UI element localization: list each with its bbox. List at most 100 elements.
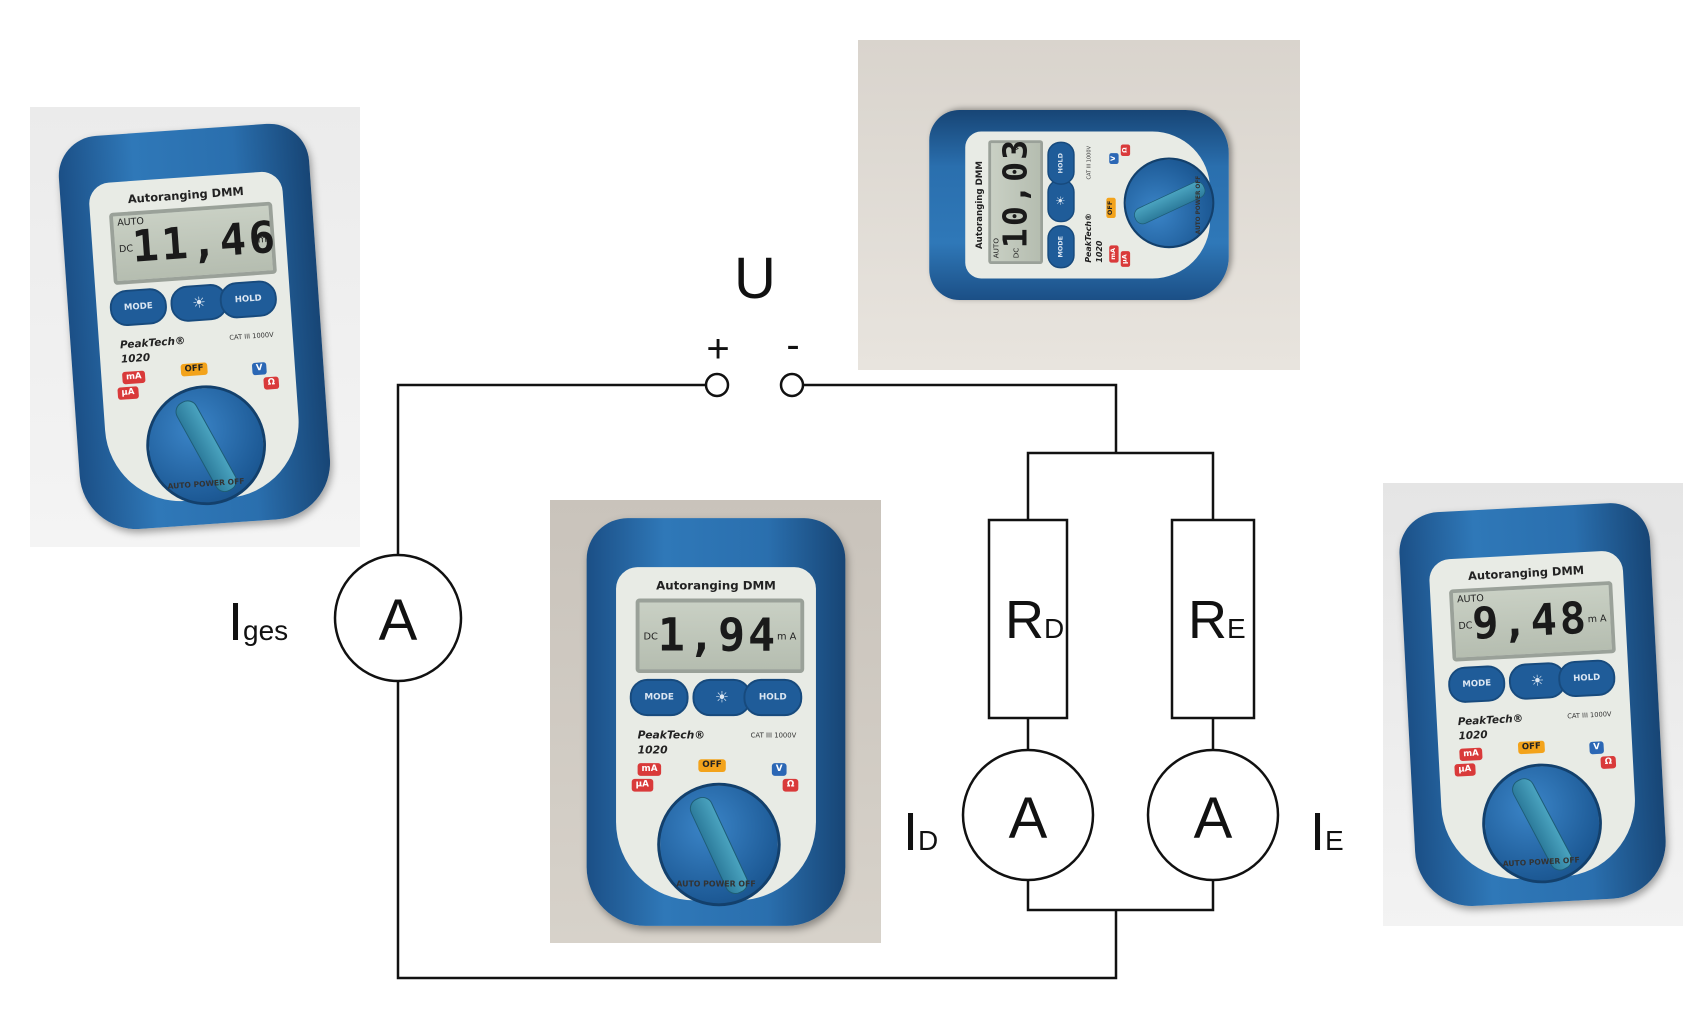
wire-left-top <box>396 383 707 555</box>
badge-off: OFF <box>1517 740 1545 754</box>
meter-face: Autoranging DMM AUTO DC 9,48 m A MODE ☀ … <box>1428 549 1639 886</box>
badge-ma: mA <box>1459 747 1483 761</box>
meter-maker: PeakTech® <box>1084 213 1094 263</box>
meter-model-number: 1020 <box>120 351 151 366</box>
badge-ma: mA <box>637 762 661 776</box>
meter-maker: PeakTech® <box>1457 711 1524 728</box>
lcd-display: AUTO DC 9,48 m A <box>1448 580 1616 662</box>
badge-off: OFF <box>180 362 208 377</box>
badge-off: OFF <box>697 758 726 772</box>
badge-ohm: Ω <box>1120 144 1131 156</box>
badge-off: OFF <box>1106 197 1116 218</box>
hold-button: HOLD <box>1557 658 1617 698</box>
resistor-d-label: RD <box>1005 590 1064 650</box>
meter-model-number: 1020 <box>1094 240 1105 263</box>
mode-button: MODE <box>1447 664 1507 704</box>
mode-button: MODE <box>108 287 169 328</box>
lcd-value: 10,03 <box>995 137 1035 249</box>
meter-body: Autoranging DMM AUTO DC 10,03 V MODE ☀ H… <box>929 109 1229 301</box>
meter-face: Autoranging DMM AUTO DC 10,03 V MODE ☀ H… <box>965 131 1215 279</box>
badge-ua: µA <box>631 778 653 792</box>
auto-power-off-label: AUTO POWER OFF <box>1194 175 1202 235</box>
meter-model: PeakTech® 1020 <box>1083 213 1105 263</box>
meter-model-number: 1020 <box>637 743 668 756</box>
terminal-plus <box>704 372 730 398</box>
badge-ohm: Ω <box>782 778 798 792</box>
badge-v: V <box>1589 740 1605 754</box>
badge-ma: mA <box>121 370 146 385</box>
lcd-unit: V <box>1012 145 1021 151</box>
lcd-unit: m A <box>1587 613 1607 625</box>
photo-branch-d-meter: Autoranging DMM DC 1,94 m A MODE ☀ HOLD … <box>550 500 881 943</box>
badge-v: V <box>1109 153 1119 164</box>
lcd-mode: DC <box>1012 247 1021 259</box>
light-button: ☀ <box>1047 179 1075 223</box>
meter-body: Autoranging DMM AUTO DC 11,46 m MODE ☀ H… <box>56 121 334 533</box>
meter-rating: CAT III 1000V <box>1567 709 1612 720</box>
total-current-meter: Autoranging DMM AUTO DC 11,46 m MODE ☀ H… <box>38 109 351 546</box>
meter-model-number: 1020 <box>1458 727 1488 742</box>
badge-ua: µA <box>117 386 139 400</box>
current-e-sub: E <box>1325 825 1344 856</box>
current-d-sub: D <box>918 825 938 856</box>
badge-ohm: Ω <box>1600 755 1617 769</box>
meter-brand: Autoranging DMM <box>973 161 984 250</box>
meter-face: Autoranging DMM DC 1,94 m A MODE ☀ HOLD … <box>615 566 816 906</box>
lcd-display: AUTO DC 11,46 m <box>108 201 280 286</box>
badge-ma: mA <box>1109 245 1119 263</box>
ammeter-e <box>1146 748 1280 882</box>
mode-button: MODE <box>1047 225 1075 269</box>
badge-ua: µA <box>1120 251 1131 267</box>
resistor-e-main: R <box>1188 590 1227 650</box>
lcd-mode: DC <box>1458 620 1473 632</box>
meter-brand: Autoranging DMM <box>655 578 776 593</box>
button-row: MODE ☀ HOLD <box>629 678 802 716</box>
wire-left-bottom <box>396 681 1118 980</box>
wire-branch-top <box>1026 451 1215 520</box>
lcd-value: 11,46 <box>130 210 280 273</box>
hold-button: HOLD <box>218 279 278 320</box>
ammeter-d <box>961 748 1095 882</box>
current-total-main: I <box>228 592 243 652</box>
photo-branch-e-meter: Autoranging DMM AUTO DC 9,48 m A MODE ☀ … <box>1383 483 1683 926</box>
hold-button: HOLD <box>742 678 802 716</box>
lcd-unit: m A <box>776 631 796 643</box>
lcd-value: 1,94 <box>657 607 778 661</box>
meter-rating: CAT III 1000V <box>750 731 796 740</box>
wire-right-top <box>800 383 1118 453</box>
ammeter-total <box>333 553 463 683</box>
voltage-label: U <box>734 246 776 311</box>
lcd-display: AUTO DC 10,03 V <box>988 137 1043 265</box>
photo-total-current-meter: Autoranging DMM AUTO DC 11,46 m MODE ☀ H… <box>30 107 360 547</box>
resistor-e-sub: E <box>1227 613 1246 644</box>
wire-branch-bottom <box>1026 880 1215 912</box>
meter-face: Autoranging DMM AUTO DC 11,46 m MODE ☀ H… <box>87 170 304 510</box>
resistor-d-sub: D <box>1044 613 1064 644</box>
plus-label: + <box>706 327 729 371</box>
button-row: MODE ☀ HOLD <box>108 279 278 328</box>
button-row: MODE ☀ HOLD <box>1447 658 1617 704</box>
branch-d-meter: Autoranging DMM DC 1,94 m A MODE ☀ HOLD … <box>569 506 863 937</box>
ammeter-e-symbol: A <box>1194 786 1233 851</box>
current-e-main: I <box>1310 802 1325 862</box>
meter-maker: PeakTech® <box>119 334 186 352</box>
badge-v: V <box>251 362 267 376</box>
current-d-main: I <box>903 802 918 862</box>
auto-power-off-label: AUTO POWER OFF <box>675 879 756 889</box>
badge-ua: µA <box>1454 762 1476 777</box>
resistor-e-label: RE <box>1188 590 1246 650</box>
meter-brand: Autoranging DMM <box>1467 562 1585 583</box>
resistor-d <box>987 518 1069 720</box>
meter-body: Autoranging DMM DC 1,94 m A MODE ☀ HOLD … <box>586 517 845 926</box>
lcd-unit: m <box>257 234 268 246</box>
hold-button: HOLD <box>1047 141 1075 185</box>
lcd-mode: DC <box>642 631 658 643</box>
branch-e-meter: Autoranging DMM AUTO DC 9,48 m A MODE ☀ … <box>1383 488 1683 920</box>
resistor-e <box>1170 518 1256 720</box>
voltage-meter: Autoranging DMM AUTO DC 10,03 V MODE ☀ H… <box>921 97 1238 313</box>
meter-rating: CAT III 1000V <box>229 331 274 342</box>
lcd-display: DC 1,94 m A <box>635 598 804 673</box>
current-total-label: Iges <box>228 592 288 652</box>
meter-model: PeakTech® 1020 <box>1457 711 1524 743</box>
